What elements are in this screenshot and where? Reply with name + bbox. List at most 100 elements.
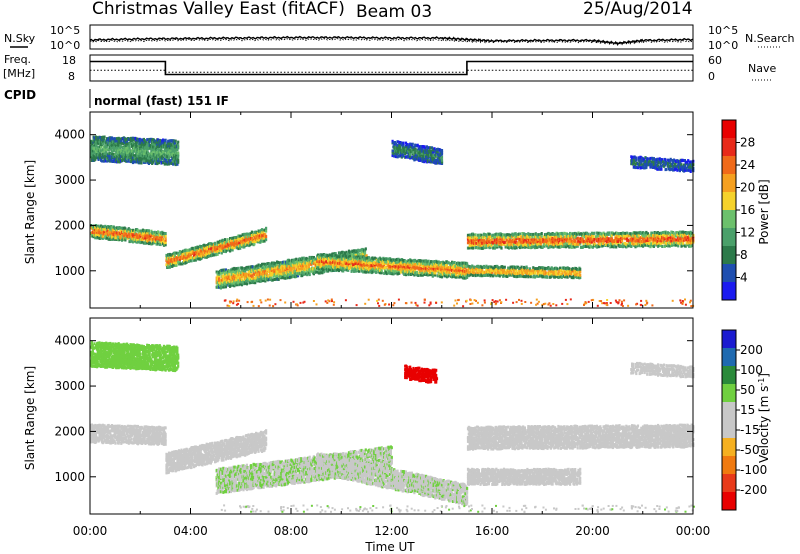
power-band-4-cell — [563, 245, 566, 249]
nsearch-line — [89, 37, 694, 46]
power-band-4-cell — [489, 245, 492, 249]
power-band-2-cell — [239, 271, 243, 275]
power-band-4-cell — [559, 245, 562, 249]
power-band-3-cell — [339, 263, 342, 267]
power-band-6-cell — [105, 150, 108, 154]
power-band-3-cell — [316, 262, 319, 266]
power-band-2-cell — [241, 266, 244, 270]
power-band-6-cell — [123, 148, 126, 152]
power-band-0-cell — [102, 234, 105, 238]
power-band-3-cell — [327, 254, 330, 258]
power-band-1-cell — [194, 248, 197, 252]
power-band-3-cell — [379, 266, 382, 270]
power-band-2-cell — [270, 265, 273, 269]
power-band-3-cell — [370, 259, 373, 263]
power-band-5-cell — [509, 265, 512, 269]
power-band-3-cell — [445, 270, 449, 274]
power-band-4-cell — [539, 240, 542, 244]
power-band-6-cell — [106, 155, 109, 159]
power-band-2-cell — [259, 268, 262, 272]
power-band-1-cell — [189, 256, 192, 260]
power-band-4-cell — [502, 236, 506, 240]
power-band-2-cell — [252, 276, 255, 280]
power-band-4-cell — [641, 233, 645, 237]
power-band-4-cell — [544, 242, 547, 246]
power-band-3-cell — [366, 267, 369, 271]
power-band-3-cell — [331, 254, 334, 258]
power-band-4-cell — [492, 234, 495, 237]
power-band-4-cell — [621, 231, 624, 235]
power-band-2-cell — [322, 270, 325, 274]
power-band-5-cell — [476, 273, 480, 277]
power-band-1-cell — [212, 245, 215, 249]
power-band-0-cell — [125, 236, 128, 240]
power-band-4-cell — [569, 232, 573, 236]
power-band-3-cell — [338, 255, 341, 259]
power-band-6-cell — [122, 155, 125, 159]
power-band-5-cell — [553, 270, 556, 274]
power-band-2-cell — [264, 267, 267, 270]
power-band-5-cell — [552, 267, 555, 271]
power-band-0-cell — [160, 238, 163, 242]
power-band-5-cell — [502, 266, 505, 270]
power-band-1-cell — [216, 243, 219, 247]
power-band-4-cell — [643, 236, 646, 240]
power-band-3-cell — [348, 254, 351, 258]
power-band-4-cell — [536, 235, 539, 239]
power-band-5-cell — [548, 270, 551, 274]
power-band-4-cell — [591, 245, 594, 249]
power-band-4-cell — [585, 231, 588, 235]
power-band-1-cell — [248, 236, 251, 240]
power-band-3-cell — [379, 259, 382, 263]
power-band-4-cell — [602, 241, 605, 245]
power-band-0-cell — [164, 232, 167, 235]
power-band-2-cell — [311, 261, 314, 265]
power-band-3-cell — [413, 260, 416, 264]
power-band-4-cell — [481, 238, 484, 242]
power-band-6-cell — [111, 137, 114, 141]
power-band-2-cell — [271, 266, 274, 270]
power-band-4-cell — [490, 244, 493, 248]
power-band-1-cell — [177, 253, 181, 257]
power-band-3-cell — [370, 261, 373, 265]
power-band-4-cell — [606, 244, 609, 248]
power-band-4-cell — [597, 233, 600, 237]
power-band-3-cell — [328, 268, 331, 272]
power-band-3-cell — [397, 257, 400, 261]
power-band-2-cell — [261, 266, 264, 270]
power-band-4-cell — [627, 239, 630, 243]
power-band-1-cell — [218, 242, 221, 246]
power-band-2-cell — [288, 269, 291, 273]
power-band-0-cell — [158, 236, 161, 240]
power-band-3-cell — [325, 262, 328, 266]
power-band-4-cell — [572, 240, 575, 244]
power-band-4-cell — [508, 238, 511, 242]
power-band-0-cell — [153, 230, 156, 234]
power-band-0-cell — [125, 232, 128, 236]
power-band-2-cell — [292, 258, 295, 262]
power-band-4-cell — [510, 242, 513, 246]
power-band-2-cell — [291, 266, 294, 270]
power-band-5-cell — [561, 272, 564, 276]
power-band-2-cell — [228, 282, 231, 286]
power-band-4-cell — [488, 232, 491, 236]
power-band-3-cell — [431, 260, 434, 264]
power-band-2-cell — [230, 273, 233, 277]
power-band-6-cell — [117, 140, 120, 144]
power-band-2-cell — [257, 263, 260, 267]
power-band-0-cell — [161, 236, 164, 240]
power-band-2-cell — [294, 269, 297, 273]
power-band-3-cell — [429, 273, 432, 277]
power-band-6-cell — [100, 145, 103, 149]
power-band-4-cell — [532, 232, 535, 236]
power-band-1-cell — [213, 253, 216, 257]
power-band-5-cell — [471, 264, 474, 268]
power-band-4-cell — [627, 234, 630, 238]
power-band-5-cell — [492, 266, 495, 270]
power-band-6-cell — [92, 153, 95, 157]
power-band-4-cell — [514, 232, 517, 236]
power-band-4-cell — [646, 232, 650, 236]
power-band-6-cell — [103, 135, 106, 139]
